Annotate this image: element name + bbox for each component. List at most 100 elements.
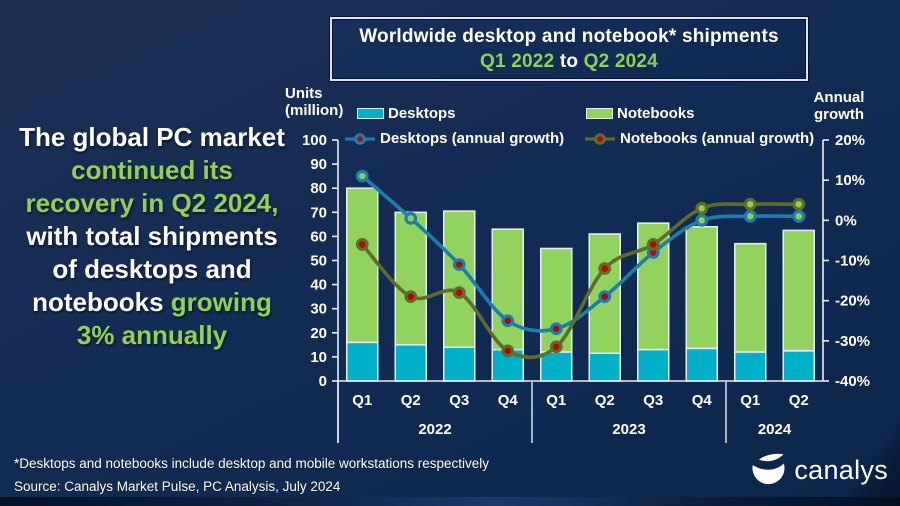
headline-text: The global PC market continued its recover…	[0, 121, 304, 352]
left-axis-tick-label: 30	[310, 301, 327, 318]
bar-desktops-9	[782, 350, 815, 382]
x-tick-label-2: Q3	[449, 392, 469, 409]
x-tick-label-6: Q3	[643, 392, 663, 409]
headline-line: with total shipments	[0, 220, 304, 253]
right-axis-tick-label: -30%	[835, 333, 870, 350]
growth-marker-desktops-4	[549, 322, 563, 336]
text-segment: Worldwide desktop and notebook* shipment…	[359, 25, 779, 47]
growth-marker-notebooks-2	[452, 286, 466, 300]
x-tick-label-9: Q2	[789, 392, 809, 409]
canalys-logo: canalys	[750, 452, 888, 488]
bar-notebooks-3	[491, 228, 524, 351]
growth-marker-notebooks-5	[598, 262, 612, 275]
growth-marker-desktops-8	[743, 209, 757, 223]
left-axis-tick-label: 60	[310, 228, 327, 245]
headline-line: The global PC market	[0, 121, 304, 154]
bar-desktops-8	[734, 351, 767, 382]
growth-marker-desktops-3	[501, 314, 515, 328]
growth-marker-notebooks-8	[743, 197, 757, 211]
year-label-2024: 2024	[758, 421, 792, 438]
bar-desktops-0	[346, 341, 379, 382]
growth-marker-desktops-7	[695, 213, 709, 227]
left-axis-tick-label: 40	[310, 277, 327, 294]
bar-notebooks-0	[346, 187, 379, 344]
growth-marker-notebooks-6	[646, 238, 660, 251]
x-tick-label-0: Q1	[352, 392, 372, 409]
legend-desktops-growth-label: Desktops (annual growth)	[380, 130, 565, 147]
text-segment: continued its	[71, 155, 233, 185]
chart-title-line2: Q1 2022 to Q2 2024	[480, 50, 658, 74]
right-axis-tick-label: -20%	[835, 293, 870, 310]
year-label-2022: 2022	[418, 421, 451, 438]
right-axis-caption: Annual growth	[805, 89, 873, 123]
bar-desktops-1	[394, 344, 427, 382]
x-tick-label-3: Q4	[498, 392, 519, 409]
left-axis-caption-line2: (million)	[285, 102, 344, 119]
bar-notebooks-7	[685, 226, 718, 350]
bar-desktops-4	[540, 351, 573, 382]
growth-marker-notebooks-7	[695, 201, 709, 215]
right-axis-caption-line2: growth	[814, 106, 864, 123]
footnote-text: *Desktops and notebooks include desktop …	[14, 456, 490, 471]
year-label-2023: 2023	[612, 421, 645, 438]
left-axis-tick-label: 70	[310, 204, 327, 221]
legend-desktops: Desktops	[357, 105, 456, 122]
growth-marker-desktops-9	[792, 209, 806, 223]
growth-marker-desktops-5	[598, 290, 612, 304]
growth-marker-notebooks-4	[549, 340, 563, 354]
growth-marker-notebooks-1	[404, 290, 418, 304]
growth-marker-desktops-1	[404, 211, 418, 225]
chart-title-box: Worldwide desktop and notebook* shipment…	[330, 17, 808, 81]
shipments-growth-chart: 0 10 20 30 40 50 60 70 80 90 100 20% 10% 0% -10% -20% -3…	[302, 132, 870, 443]
right-axis-caption-line1: Annual	[813, 89, 865, 106]
legend-notebooks-growth: Notebooks (annual growth)	[584, 130, 814, 147]
x-tick-label-8: Q1	[740, 392, 760, 409]
text-segment: Q2 2024	[583, 50, 658, 72]
right-axis-tick-label: -10%	[835, 253, 870, 270]
bar-notebooks-9	[782, 229, 815, 352]
left-axis-caption: Units (million)	[285, 85, 343, 119]
growth-marker-desktops-2	[452, 258, 466, 271]
left-axis-caption-line1: Units	[285, 85, 323, 102]
text-segment: Q1 2022	[480, 50, 555, 72]
text-segment: notebooks	[32, 287, 171, 317]
right-axis-tick-label: -40%	[835, 373, 870, 390]
left-axis-tick-label: 20	[310, 325, 327, 342]
x-tick-label-1: Q2	[401, 392, 421, 409]
legend-desktops-growth: Desktops (annual growth)	[344, 130, 564, 147]
growth-marker-notebooks-3	[501, 344, 515, 358]
text-segment: growing	[170, 287, 272, 317]
right-axis-tick-label: 20%	[835, 132, 865, 149]
bar-notebooks-1	[394, 211, 427, 346]
left-axis-tick-label: 100	[302, 132, 327, 149]
notebooks-growth-marker-icon	[585, 132, 615, 145]
growth-marker-desktops-0	[355, 169, 369, 183]
footer: *Desktops and notebooks include desktop …	[14, 452, 489, 498]
chart-title-line1: Worldwide desktop and notebook* shipment…	[359, 25, 779, 49]
bar-desktops-6	[637, 348, 670, 382]
legend-notebooks-growth-label: Notebooks (annual growth)	[620, 130, 815, 147]
legend-notebooks: Notebooks	[586, 105, 695, 122]
bar-notebooks-8	[734, 242, 767, 353]
text-segment: with total shipments	[26, 221, 278, 251]
headline-line: of desktops and	[0, 253, 304, 286]
growth-line-notebooks	[360, 202, 801, 360]
left-axis-tick-label: 90	[310, 156, 327, 173]
bar-desktops-7	[685, 347, 718, 382]
headline-line: notebooks growing	[0, 286, 304, 319]
growth-marker-notebooks-9	[792, 197, 806, 211]
text-segment: recovery in Q2 2024,	[25, 188, 279, 218]
left-axis-tick-label: 50	[310, 253, 327, 270]
bottom-strip	[0, 497, 900, 506]
text-segment: to	[554, 50, 584, 72]
text-segment: The global PC market	[19, 122, 285, 152]
desktops-swatch	[357, 108, 384, 119]
left-axis-tick-label: 80	[310, 180, 327, 197]
text-segment: 3% annually	[76, 320, 228, 350]
headline-line: continued its	[0, 154, 304, 187]
bar-desktops-5	[588, 352, 621, 382]
notebooks-swatch	[586, 108, 613, 119]
left-axis-tick-label: 10	[310, 349, 327, 366]
x-tick-label-7: Q4	[692, 392, 713, 409]
